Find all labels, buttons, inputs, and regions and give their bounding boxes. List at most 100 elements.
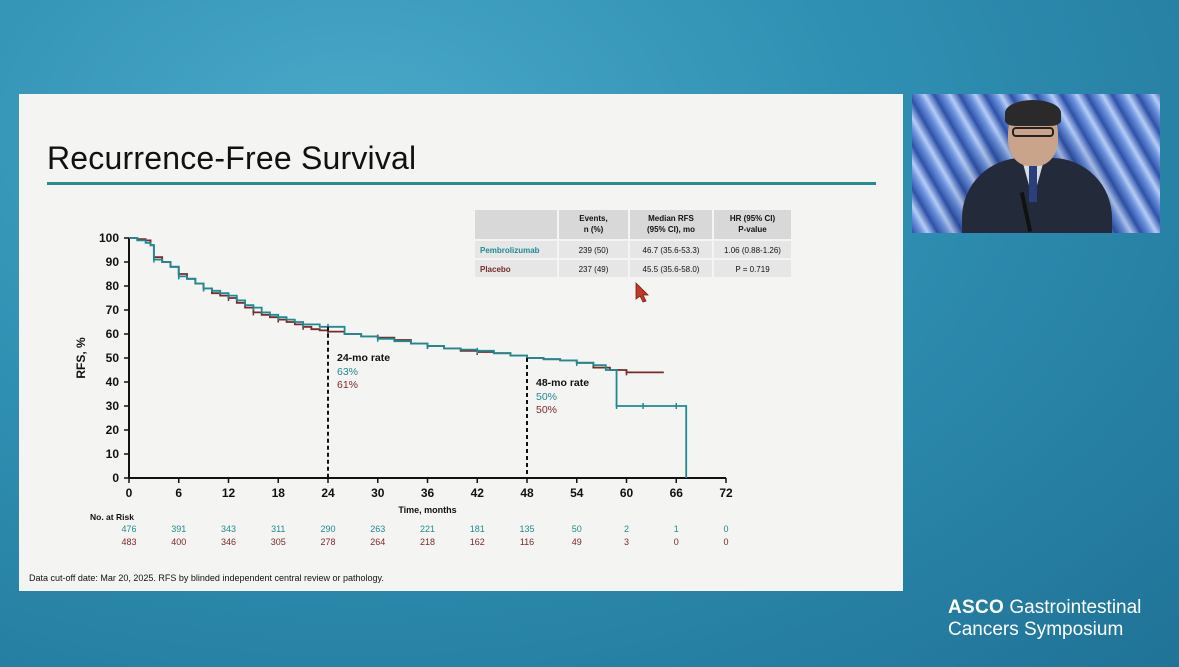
slide: Recurrence-Free Survival Events, n (%) Med…	[19, 94, 903, 591]
x-tick-label: 18	[272, 486, 286, 500]
table-hr: 1.06 (0.88-1.26)	[724, 246, 781, 255]
chart-axes: 0 10 20 30 40 50 60 70 80 90 100 0 6 12 18 24 30 36 42 48 54…	[74, 231, 733, 515]
x-tick-label: 60	[620, 486, 634, 500]
x-tick-label: 48	[520, 486, 534, 500]
table-events: 239 (50)	[579, 246, 609, 255]
at-risk-pembro: 0	[723, 524, 728, 534]
table-events: 237 (49)	[579, 265, 609, 274]
table-cell-bg	[559, 241, 628, 258]
at-risk-pembro: 391	[171, 524, 186, 534]
table-arm-label: Pembrolizumab	[480, 246, 540, 255]
table-cell-bg	[475, 241, 557, 258]
km-chart: Events, n (%) Median RFS (95% CI), mo HR (95…	[74, 210, 791, 547]
at-risk-pembro: 476	[121, 524, 136, 534]
table-header-cell	[714, 210, 791, 239]
table-header-cell	[559, 210, 628, 239]
speaker-video	[912, 94, 1160, 233]
at-risk-placebo: 49	[572, 537, 582, 547]
y-tick-label: 50	[106, 351, 120, 365]
y-axis-title: RFS, %	[74, 337, 88, 379]
x-tick-label: 36	[421, 486, 435, 500]
at-risk-pembro: 50	[572, 524, 582, 534]
at-risk-placebo: 218	[420, 537, 435, 547]
at-risk-table: No. at Risk 476 483 391 400 343 346 311 305 290 27…	[90, 512, 729, 547]
y-tick-label: 100	[99, 231, 119, 245]
at-risk-placebo: 400	[171, 537, 186, 547]
table-cell-bg	[630, 260, 712, 277]
at-risk-placebo: 3	[624, 537, 629, 547]
at-risk-pembro: 311	[271, 524, 285, 534]
y-tick-label: 0	[112, 471, 119, 485]
curve-placebo	[129, 237, 664, 374]
x-axis-title: Time, months	[398, 505, 456, 515]
y-tick-label: 40	[106, 375, 120, 389]
at-risk-pembro: 263	[370, 524, 385, 534]
rate-placebo-value: 61%	[337, 379, 358, 391]
table-cell-bg	[630, 241, 712, 258]
curve-pembrolizumab	[129, 237, 688, 478]
at-risk-pembro: 135	[519, 524, 534, 534]
at-risk-placebo: 0	[674, 537, 679, 547]
at-risk-pembro: 343	[221, 524, 236, 534]
table-header-blank	[475, 210, 557, 239]
table-header-text: n (%)	[584, 225, 604, 234]
at-risk-placebo: 116	[520, 537, 534, 547]
y-tick-label: 90	[106, 255, 120, 269]
table-cell-bg	[475, 260, 557, 277]
x-tick-label: 12	[222, 486, 236, 500]
x-tick-label: 66	[670, 486, 684, 500]
table-cell-bg	[559, 260, 628, 277]
rate-label: 48-mo rate	[536, 377, 589, 389]
logo-line2: Cancers Symposium	[948, 619, 1124, 640]
table-median: 45.5 (35.6-58.0)	[643, 265, 700, 274]
y-tick-label: 80	[106, 279, 120, 293]
table-cell-bg	[714, 260, 791, 277]
conference-logo: ASCO Gastrointestinal Cancers Symposium	[948, 597, 1141, 641]
table-cell-bg	[714, 241, 791, 258]
at-risk-pembro: 221	[420, 524, 435, 534]
x-tick-label: 54	[570, 486, 584, 500]
x-tick-label: 72	[719, 486, 733, 500]
summary-table: Events, n (%) Median RFS (95% CI), mo HR (95…	[475, 210, 791, 303]
at-risk-placebo: 346	[221, 537, 236, 547]
y-tick-label: 10	[106, 447, 120, 461]
table-header-text: Events,	[579, 214, 607, 223]
logo-line1: Gastrointestinal	[1009, 597, 1142, 618]
table-header-text: (95% CI), mo	[647, 225, 695, 234]
at-risk-placebo: 483	[121, 537, 136, 547]
at-risk-placebo: 278	[320, 537, 335, 547]
table-header-text: P-value	[738, 225, 767, 234]
y-tick-label: 60	[106, 327, 120, 341]
title-divider	[47, 182, 876, 185]
y-tick-label: 30	[106, 399, 120, 413]
slide-title: Recurrence-Free Survival	[47, 140, 417, 176]
at-risk-placebo: 0	[723, 537, 728, 547]
table-median: 46.7 (35.6-53.3)	[643, 246, 700, 255]
at-risk-pembro: 2	[624, 524, 629, 534]
rate-label: 24-mo rate	[337, 352, 390, 364]
x-tick-label: 24	[321, 486, 335, 500]
at-risk-placebo: 305	[271, 537, 286, 547]
at-risk-pembro: 290	[320, 524, 335, 534]
rate-pembro-value: 63%	[337, 366, 358, 378]
at-risk-pembro: 1	[674, 524, 679, 534]
at-risk-placebo: 264	[370, 537, 385, 547]
logo-brand: ASCO	[948, 597, 1005, 618]
table-hr: P = 0.719	[735, 265, 770, 274]
table-arm-label: Placebo	[480, 265, 511, 274]
chart-annotations: 24-mo rate 63%61% 48-mo rate 50%50%	[327, 326, 589, 478]
rate-pembro-value: 50%	[536, 391, 557, 403]
footnote: Data cut-off date: Mar 20, 2025. RFS by …	[29, 573, 384, 583]
x-tick-label: 0	[126, 486, 133, 500]
pointer-cursor-icon	[635, 282, 649, 303]
x-tick-label: 30	[371, 486, 385, 500]
at-risk-placebo: 162	[470, 537, 485, 547]
y-tick-label: 70	[106, 303, 120, 317]
x-tick-label: 6	[175, 486, 182, 500]
table-header-text: Median RFS	[648, 214, 694, 223]
y-tick-label: 20	[106, 423, 120, 437]
at-risk-title: No. at Risk	[90, 512, 134, 522]
table-header-text: HR (95% CI)	[730, 214, 776, 223]
chart-curves	[129, 237, 688, 478]
at-risk-pembro: 181	[470, 524, 485, 534]
